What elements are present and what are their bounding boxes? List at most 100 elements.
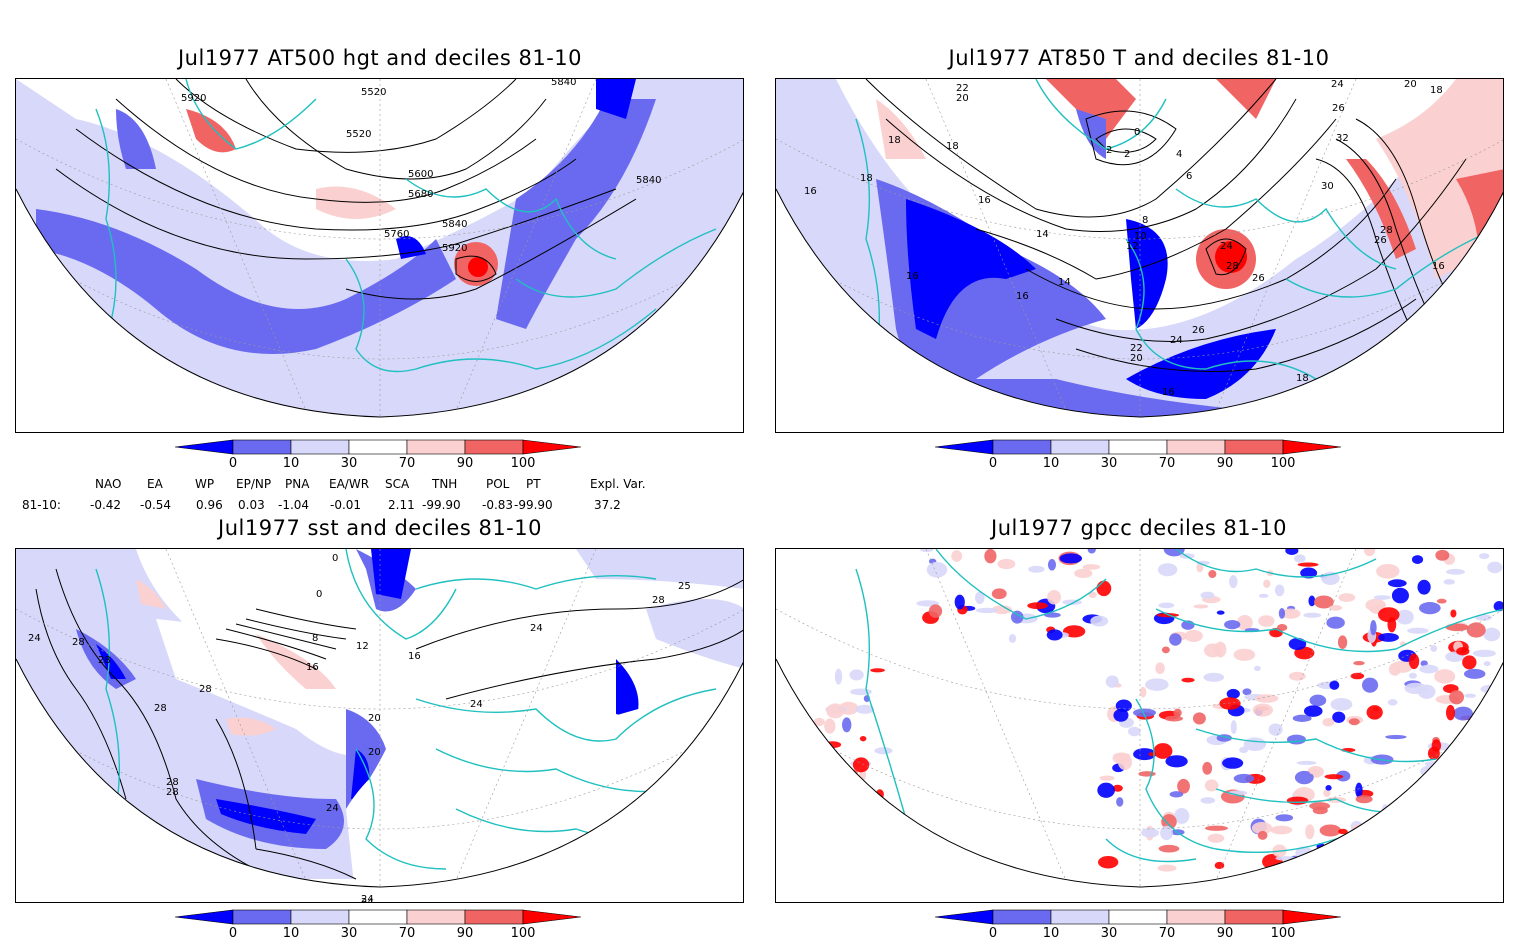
index-header: EP/NP xyxy=(236,477,272,491)
contour-label: 28 xyxy=(154,703,167,714)
index-header: PT xyxy=(526,477,541,491)
colorbar-tick-label: 0 xyxy=(989,926,997,941)
contour-label: 28 xyxy=(1226,261,1239,272)
colorbar-segment xyxy=(348,909,408,925)
colorbar-segment xyxy=(522,909,582,925)
colorbar-tick-label: 100 xyxy=(511,456,536,471)
map-panel-hgt500: 5920 5520 5520 5600 5680 5760 5840 5920 … xyxy=(15,78,744,433)
colorbar-tick-label: 90 xyxy=(457,926,474,941)
contour-label: 18 xyxy=(1296,373,1309,384)
contour-label: 24 xyxy=(1220,241,1233,252)
contour-label: 0 xyxy=(1134,127,1140,138)
colorbar-tick-label: 70 xyxy=(1159,456,1176,471)
contour-label: 16 xyxy=(906,271,919,282)
index-header: EA xyxy=(147,477,163,491)
contour-label: 18 xyxy=(860,173,873,184)
contour-label: 24 xyxy=(28,633,41,644)
contour-label: 20 xyxy=(368,747,381,758)
contour-label: 5520 xyxy=(346,129,371,140)
colorbar-segment xyxy=(522,439,582,455)
colorbar-tick-label: 0 xyxy=(989,456,997,471)
colorbar-segment xyxy=(290,909,350,925)
colorbar-tick-label: 70 xyxy=(399,926,416,941)
contour-label: 8 xyxy=(1142,215,1148,226)
contour-label: 6 xyxy=(1186,171,1192,182)
panel-title-hgt500: Jul1977 AT500 hgt and deciles 81-10 xyxy=(177,46,583,70)
colorbar-tick-label: 100 xyxy=(511,926,536,941)
contour-label: 28 xyxy=(98,655,111,666)
contour-label: 24 xyxy=(470,699,483,710)
contour-label: 28 xyxy=(166,787,179,798)
colorbar-tick-label: 30 xyxy=(1101,926,1118,941)
panel-title-sst: Jul1977 sst and deciles 81-10 xyxy=(218,516,542,540)
contour-label: 18 xyxy=(946,141,959,152)
colorbar-gpcc: 0 10 30 70 90 100 xyxy=(934,908,1345,941)
colorbar-tick-label: 100 xyxy=(1271,926,1296,941)
contour-label: 5840 xyxy=(442,219,467,230)
colorbar-segment xyxy=(934,439,994,455)
colorbar-segment xyxy=(406,909,466,925)
contour-label: 26 xyxy=(1192,325,1205,336)
colorbar-segment xyxy=(174,439,234,455)
contour-label: 12 xyxy=(1126,241,1139,252)
contour-label: 12 xyxy=(356,641,369,652)
index-header: WP xyxy=(195,477,215,491)
colorbar-tick-label: 30 xyxy=(341,926,358,941)
index-header: EA/WR xyxy=(329,477,370,491)
colorbar-t850: 0 10 30 70 90 100 xyxy=(934,438,1345,471)
index-value: -0.54 xyxy=(140,498,172,512)
contour-label: 22 xyxy=(956,83,969,94)
contour-label: 14 xyxy=(1058,277,1071,288)
colorbar-tick-label: 30 xyxy=(1101,456,1118,471)
contour-label: 26 xyxy=(1332,103,1345,114)
index-header: Expl. Var. xyxy=(590,477,646,491)
colorbar-tick-label: 10 xyxy=(283,456,300,471)
contour-label: 18 xyxy=(888,135,901,146)
colorbar-segment xyxy=(348,439,408,455)
contour-label: 16 xyxy=(1016,291,1029,302)
contour-label: 20 xyxy=(1130,353,1143,364)
colorbar-tick-label: 10 xyxy=(283,926,300,941)
index-header: NAO xyxy=(95,477,122,491)
colorbar-segment xyxy=(464,909,524,925)
contour-label: 25 xyxy=(678,581,691,592)
contour-label: 28 xyxy=(72,637,85,648)
index-header: SCA xyxy=(385,477,410,491)
index-value: -0.01 xyxy=(330,498,362,512)
contour-label: 4 xyxy=(1176,149,1182,160)
colorbar-tick-label: 70 xyxy=(399,456,416,471)
contour-label: 28 xyxy=(199,684,212,695)
contour-label: 5600 xyxy=(408,169,433,180)
contour-label: 14 xyxy=(1036,229,1049,240)
colorbar-segment xyxy=(992,439,1052,455)
index-header: TNH xyxy=(432,477,458,491)
colorbar-segment xyxy=(1166,439,1226,455)
contour-label: 24 xyxy=(1331,79,1344,90)
contour-label: 2 xyxy=(1106,145,1112,156)
contour-label: 0 xyxy=(332,553,338,564)
contour-label: 26 xyxy=(1252,273,1265,284)
map-panel-t850: 22 20 18 18 16 18 16 14 16 14 16 12 10 8… xyxy=(775,78,1504,433)
colorbar-segment xyxy=(1050,909,1110,925)
index-value: -1.04 xyxy=(278,498,310,512)
contour-label: 16 xyxy=(1432,261,1445,272)
colorbar-segment xyxy=(232,909,292,925)
colorbar-tick-label: 90 xyxy=(457,456,474,471)
contour-label: 5840 xyxy=(636,175,661,186)
contour-label: 30 xyxy=(1321,181,1334,192)
index-value: 0.96 xyxy=(196,498,223,512)
contour-label: 16 xyxy=(306,662,319,673)
contour-label: 5920 xyxy=(181,93,206,104)
colorbar-segment xyxy=(1224,909,1284,925)
contour-label: 16 xyxy=(978,195,991,206)
index-value: -99.90 xyxy=(422,498,461,512)
map-panel-gpcc xyxy=(775,548,1504,903)
contour-label: 24 xyxy=(326,803,339,814)
contour-label: 2 xyxy=(1124,149,1130,160)
colorbar-tick-label: 100 xyxy=(1271,456,1296,471)
colorbar-segment xyxy=(992,909,1052,925)
contour-label: 18 xyxy=(1430,85,1443,96)
index-row-label: 81-10: xyxy=(22,498,61,512)
contour-label: 10 xyxy=(1134,231,1147,242)
contour-label: 20 xyxy=(1404,79,1417,90)
